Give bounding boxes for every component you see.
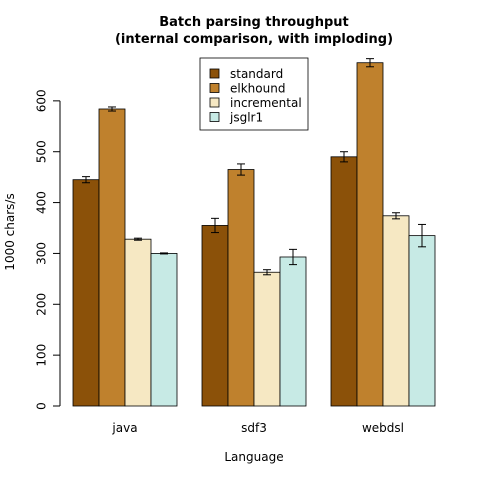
error-bar-sdf3-elkhound	[237, 163, 245, 176]
x-tick-label-java: java	[111, 421, 137, 435]
error-bar-sdf3-standard	[211, 217, 219, 234]
legend-label: incremental	[230, 96, 302, 110]
legend-item-standard: standard	[209, 67, 283, 81]
y-tick-label: 300	[35, 242, 49, 265]
bar-webdsl-elkhound	[356, 62, 384, 407]
bar-sdf3-incremental	[253, 271, 281, 407]
error-bar-java-standard	[82, 176, 90, 184]
bar-sdf3-jsglr1	[279, 256, 307, 407]
legend-label: elkhound	[230, 82, 285, 96]
error-bar-java-incremental	[134, 237, 142, 241]
legend-swatch	[209, 97, 220, 108]
y-tick-label: 0	[35, 402, 49, 410]
error-bar-java-jsglr1	[160, 252, 168, 255]
bar-java-standard	[72, 179, 100, 407]
legend-swatch	[209, 112, 220, 122]
bar-java-incremental	[124, 238, 152, 407]
y-tick-label: 200	[35, 293, 49, 316]
legend-item-incremental: incremental	[209, 96, 302, 110]
error-bar-webdsl-elkhound	[366, 58, 374, 68]
y-tick-label: 100	[35, 344, 49, 367]
y-axis: 0 100 200 300 400 500 600	[35, 89, 61, 410]
y-tick-label: 400	[35, 191, 49, 214]
x-tick-label-sdf3: sdf3	[241, 421, 267, 435]
legend-label: standard	[230, 67, 283, 81]
x-axis-label: Language	[224, 450, 283, 464]
legend-swatch	[209, 83, 220, 93]
bar-sdf3-standard	[201, 225, 229, 407]
error-bar-webdsl-jsglr1	[418, 223, 426, 248]
bar-webdsl-standard	[330, 156, 358, 407]
y-tick-label: 500	[35, 140, 49, 163]
chart-title-line-1: Batch parsing throughput	[159, 15, 349, 30]
y-tick-label: 600	[35, 89, 49, 112]
x-axis-labels: java sdf3 webdsl	[111, 421, 404, 435]
bars-group	[72, 62, 436, 407]
legend-item-jsglr1: jsglr1	[209, 111, 263, 125]
chart-title: Batch parsing throughput (internal compa…	[115, 15, 393, 47]
error-bar-sdf3-jsglr1	[289, 248, 297, 266]
legend-item-elkhound: elkhound	[209, 82, 285, 96]
y-axis-label: 1000 chars/s	[3, 193, 17, 270]
chart-title-line-2: (internal comparison, with imploding)	[115, 32, 393, 47]
bar-java-elkhound	[98, 108, 126, 407]
x-tick-label-webdsl: webdsl	[362, 421, 404, 435]
error-bar-webdsl-incremental	[392, 212, 400, 220]
error-bar-sdf3-incremental	[263, 269, 271, 276]
error-bars-group	[82, 58, 426, 276]
bar-webdsl-incremental	[382, 215, 410, 407]
legend-swatch	[209, 68, 220, 79]
bar-sdf3-elkhound	[227, 169, 255, 407]
error-bar-webdsl-standard	[340, 151, 348, 163]
bar-java-jsglr1	[150, 253, 178, 407]
legend-label: jsglr1	[229, 111, 263, 125]
error-bar-java-elkhound	[108, 106, 116, 112]
bar-webdsl-jsglr1	[408, 235, 436, 407]
